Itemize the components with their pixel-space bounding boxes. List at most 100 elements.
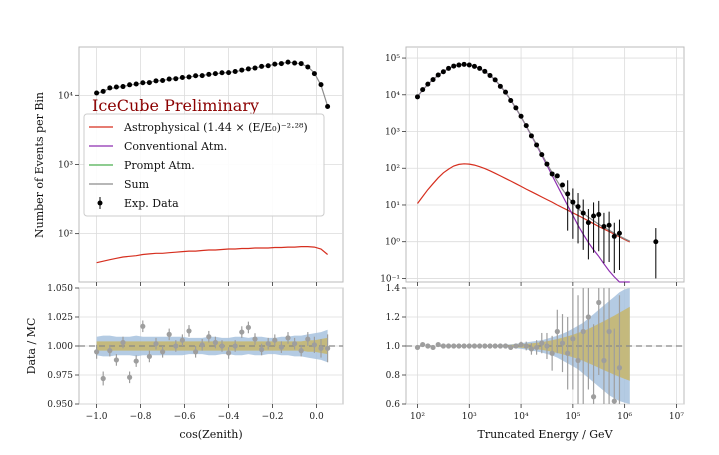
- y-tick-label: 0.6: [386, 400, 401, 410]
- data-point: [120, 84, 126, 90]
- ratio-point: [226, 350, 232, 356]
- ratio-point: [435, 341, 441, 348]
- ratio-point: [508, 344, 514, 351]
- data-point: [259, 63, 265, 69]
- ratio-point: [518, 341, 524, 348]
- ratio-point: [252, 336, 258, 342]
- ratio-point: [528, 346, 535, 352]
- data-point: [252, 65, 258, 71]
- ratio-point: [559, 340, 566, 346]
- data-point: [466, 62, 472, 68]
- ratio-point: [113, 357, 119, 363]
- ratio-point: [616, 365, 623, 371]
- data-point: [435, 72, 441, 78]
- ratio-point: [107, 348, 113, 354]
- y-tick-label: 10⁻¹: [380, 274, 400, 284]
- ratio-point: [466, 343, 472, 349]
- ratio-point: [487, 343, 493, 349]
- ratio-point: [575, 357, 581, 364]
- data-point: [325, 103, 331, 109]
- data-point: [492, 77, 498, 83]
- ratio-point: [212, 339, 218, 346]
- ratio-point: [120, 339, 126, 346]
- data-point: [471, 63, 477, 69]
- ratio-point: [160, 349, 166, 355]
- data-point: [451, 63, 457, 69]
- data-point: [298, 61, 304, 67]
- data-point: [127, 82, 133, 88]
- data-point: [100, 88, 106, 94]
- data-point: [278, 61, 284, 67]
- data-point: [292, 60, 298, 66]
- ratio-point: [601, 357, 607, 364]
- ratio-point: [239, 329, 245, 335]
- ratio-point: [259, 346, 265, 353]
- data-point: [456, 62, 462, 68]
- ratio-point: [482, 343, 488, 349]
- series-line-astro: [96, 246, 328, 264]
- data-point: [554, 173, 560, 179]
- ratio-point: [285, 335, 291, 341]
- y-tick-label: 1.0: [386, 342, 401, 352]
- legend-handle-data: [97, 200, 103, 206]
- y-tick-label: 10²: [58, 230, 73, 240]
- watermark-text: IceCube Preliminary: [92, 96, 259, 115]
- data-point: [528, 133, 534, 139]
- data-point: [430, 77, 436, 83]
- ratio-point: [430, 344, 436, 351]
- ratio-point: [471, 343, 478, 349]
- data-point: [160, 77, 166, 83]
- data-point: [580, 210, 586, 216]
- legend-label-sum: Sum: [124, 178, 150, 191]
- y-tick-label: 0.975: [47, 371, 73, 381]
- legend-label-conv: Conventional Atm.: [124, 140, 227, 153]
- y-tick-label: 10²: [385, 164, 400, 174]
- x-tick-label: −0.2: [262, 412, 284, 422]
- ratio-point: [199, 342, 205, 348]
- bottom-left-ylabel: Data / MC: [25, 318, 38, 375]
- y-tick-label: 10³: [385, 128, 400, 138]
- data-point: [272, 61, 278, 67]
- legend-label-prompt: Prompt Atm.: [124, 159, 195, 172]
- ratio-point: [325, 345, 331, 351]
- y-tick-label: 10⁴: [58, 91, 73, 101]
- data-point: [534, 142, 540, 148]
- ratio-point: [420, 341, 426, 348]
- ratio-point: [523, 343, 529, 349]
- data-point: [565, 191, 571, 197]
- data-point: [140, 80, 146, 86]
- ratio-point: [232, 343, 238, 349]
- ratio-point: [477, 343, 483, 349]
- ratio-point: [146, 353, 152, 360]
- data-point: [591, 213, 597, 219]
- tick-labels: 10² 10³ 10⁴ 0.950 0.975 1.000 1.025 1.050 −1.0 −0…: [47, 54, 684, 422]
- ratio-point: [585, 314, 591, 320]
- ratio-point: [100, 375, 106, 382]
- ratio-point: [445, 343, 452, 349]
- data-point: [219, 70, 225, 76]
- ratio-point: [570, 336, 576, 342]
- data-point: [596, 212, 602, 218]
- bottom-left-xlabel: cos(Zenith): [179, 428, 242, 441]
- data-point: [611, 233, 617, 239]
- ratio-point: [193, 349, 199, 355]
- data-point: [107, 85, 113, 91]
- data-point: [206, 71, 212, 77]
- data-point: [425, 81, 431, 87]
- ratio-point: [456, 343, 462, 349]
- data-point: [179, 75, 185, 81]
- data-point: [153, 78, 159, 84]
- data-point: [513, 105, 519, 111]
- x-tick-label: −0.6: [174, 412, 196, 422]
- data-point: [199, 73, 205, 79]
- ratio-point: [606, 328, 612, 335]
- ratio-point: [127, 374, 133, 380]
- data-point: [477, 65, 483, 71]
- ratio-point: [140, 323, 146, 329]
- y-tick-label: 10⁰: [385, 238, 400, 248]
- x-tick-label: 10⁷: [669, 412, 684, 422]
- data-point: [616, 230, 622, 236]
- ratio-point: [611, 398, 617, 404]
- data-point: [133, 81, 139, 87]
